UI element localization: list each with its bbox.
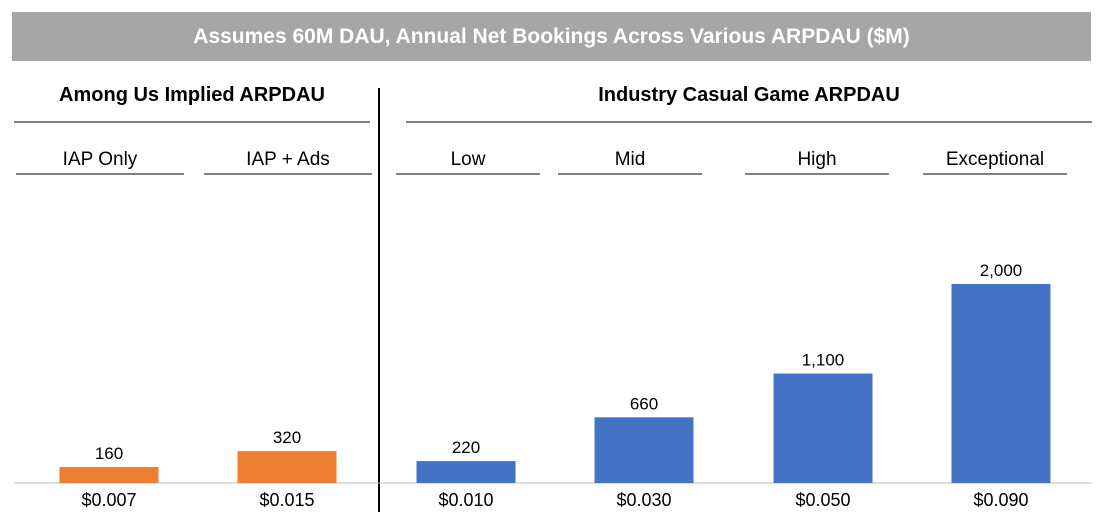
category-label-low: Low xyxy=(450,149,486,170)
bar-0 xyxy=(59,467,159,483)
category-label-iap-ads: IAP + Ads xyxy=(246,149,330,170)
bar-4 xyxy=(773,373,873,483)
section-title-industry: Industry Casual Game ARPDAU xyxy=(598,84,900,106)
bar-3 xyxy=(594,417,694,483)
bar-5 xyxy=(951,284,1051,483)
data-label-1: 320 xyxy=(273,428,301,447)
category-label-mid: Mid xyxy=(614,149,646,170)
category-label-exceptional: Exceptional xyxy=(945,149,1045,170)
bar-1 xyxy=(237,451,337,483)
x-tick-label-3: $0.030 xyxy=(616,490,671,510)
chart-banner-title: Assumes 60M DAU, Annual Net Bookings Acr… xyxy=(12,12,1091,61)
data-label-3: 660 xyxy=(630,394,658,413)
x-tick-label-2: $0.010 xyxy=(438,490,493,510)
category-label-iap-only: IAP Only xyxy=(62,149,138,170)
section-title-among-us: Among Us Implied ARPDAU xyxy=(59,84,325,106)
category-label-high: High xyxy=(797,149,837,170)
bar-2 xyxy=(416,461,516,483)
x-tick-label-1: $0.015 xyxy=(259,490,314,510)
x-tick-label-4: $0.050 xyxy=(795,490,850,510)
data-label-0: 160 xyxy=(95,444,123,463)
x-tick-label-0: $0.007 xyxy=(81,490,136,510)
x-tick-label-5: $0.090 xyxy=(973,490,1028,510)
data-label-2: 220 xyxy=(452,438,480,457)
data-label-4: 1,100 xyxy=(802,351,845,370)
data-label-5: 2,000 xyxy=(980,261,1023,280)
